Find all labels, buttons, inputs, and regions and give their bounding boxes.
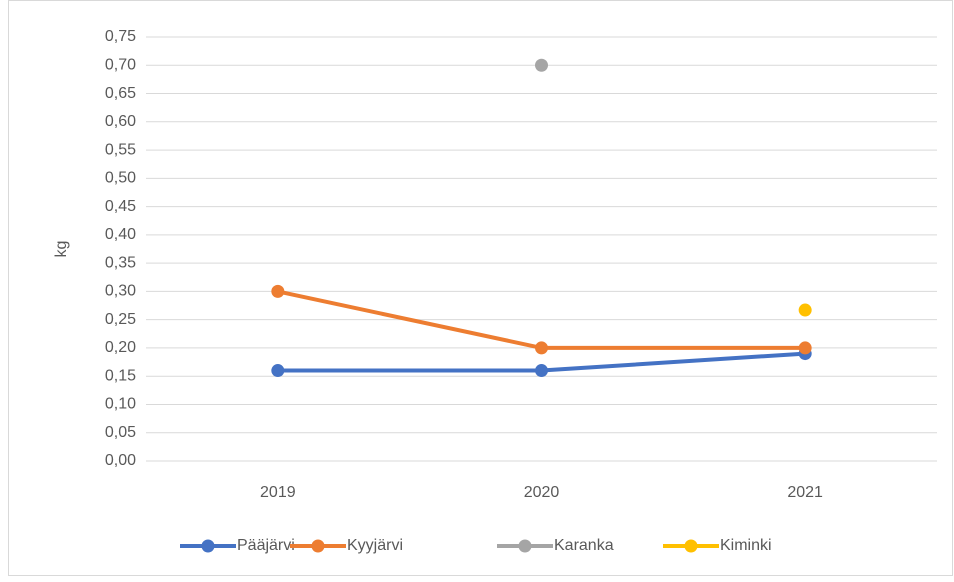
y-tick-label: 0,70 — [105, 56, 136, 73]
y-tick-label: 0,15 — [105, 367, 136, 384]
point-marker — [798, 303, 812, 317]
y-tick-label: 0,50 — [105, 170, 136, 187]
legend-label: Kyyjärvi — [347, 537, 403, 554]
legend-marker — [684, 539, 698, 553]
y-tick-label: 0,45 — [105, 198, 136, 215]
legend-marker — [201, 539, 215, 553]
chart-border — [8, 0, 953, 576]
legend-marker — [311, 539, 325, 553]
point-marker — [535, 58, 548, 72]
point-marker — [271, 364, 285, 378]
y-tick-label: 0,65 — [105, 85, 136, 102]
y-tick-label: 0,30 — [105, 283, 136, 300]
y-tick-label: 0,20 — [105, 339, 136, 356]
point-marker — [271, 284, 285, 298]
y-tick-label: 0,60 — [105, 113, 136, 130]
y-tick-label: 0,55 — [105, 141, 136, 158]
x-tick-label: 2019 — [260, 484, 296, 501]
y-tick-label: 0,75 — [105, 28, 136, 45]
point-marker — [535, 364, 548, 378]
y-tick-label: 0,05 — [105, 424, 136, 441]
x-tick-label: 2020 — [524, 484, 560, 501]
legend-label: Karanka — [554, 537, 614, 554]
y-tick-label: 0,10 — [105, 396, 136, 413]
legend-label: Pääjärvi — [237, 537, 295, 554]
y-tick-label: 0,35 — [105, 254, 136, 271]
point-marker — [798, 341, 812, 355]
legend-label: Kiminki — [720, 537, 772, 554]
point-marker — [535, 341, 548, 355]
y-tick-label: 0,40 — [105, 226, 136, 243]
y-axis-label: kg — [53, 241, 70, 258]
legend-marker — [518, 539, 532, 553]
x-tick-label: 2021 — [787, 484, 823, 501]
y-tick-label: 0,25 — [105, 311, 136, 328]
y-tick-label: 0,00 — [105, 452, 136, 469]
